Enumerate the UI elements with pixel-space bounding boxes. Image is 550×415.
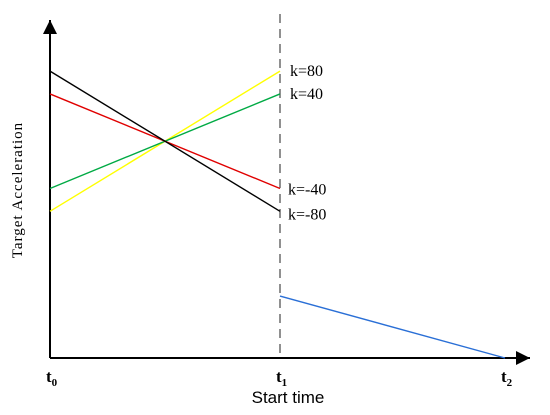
series-label: k=80 [290, 63, 323, 80]
series-label: k=-80 [288, 206, 326, 223]
x-tick-label: t0 [46, 367, 58, 389]
y-axis-label: Target Acceleration [10, 122, 26, 258]
series-label: k=40 [290, 86, 323, 103]
x-tick-label: t1 [276, 367, 287, 389]
series-line-k-80 [49, 70, 281, 212]
x-axis-label: Start time [252, 388, 325, 407]
series-label: k=-40 [288, 181, 326, 198]
series-line-unnamed-4 [279, 295, 506, 359]
x-tick-label: t2 [501, 367, 513, 389]
